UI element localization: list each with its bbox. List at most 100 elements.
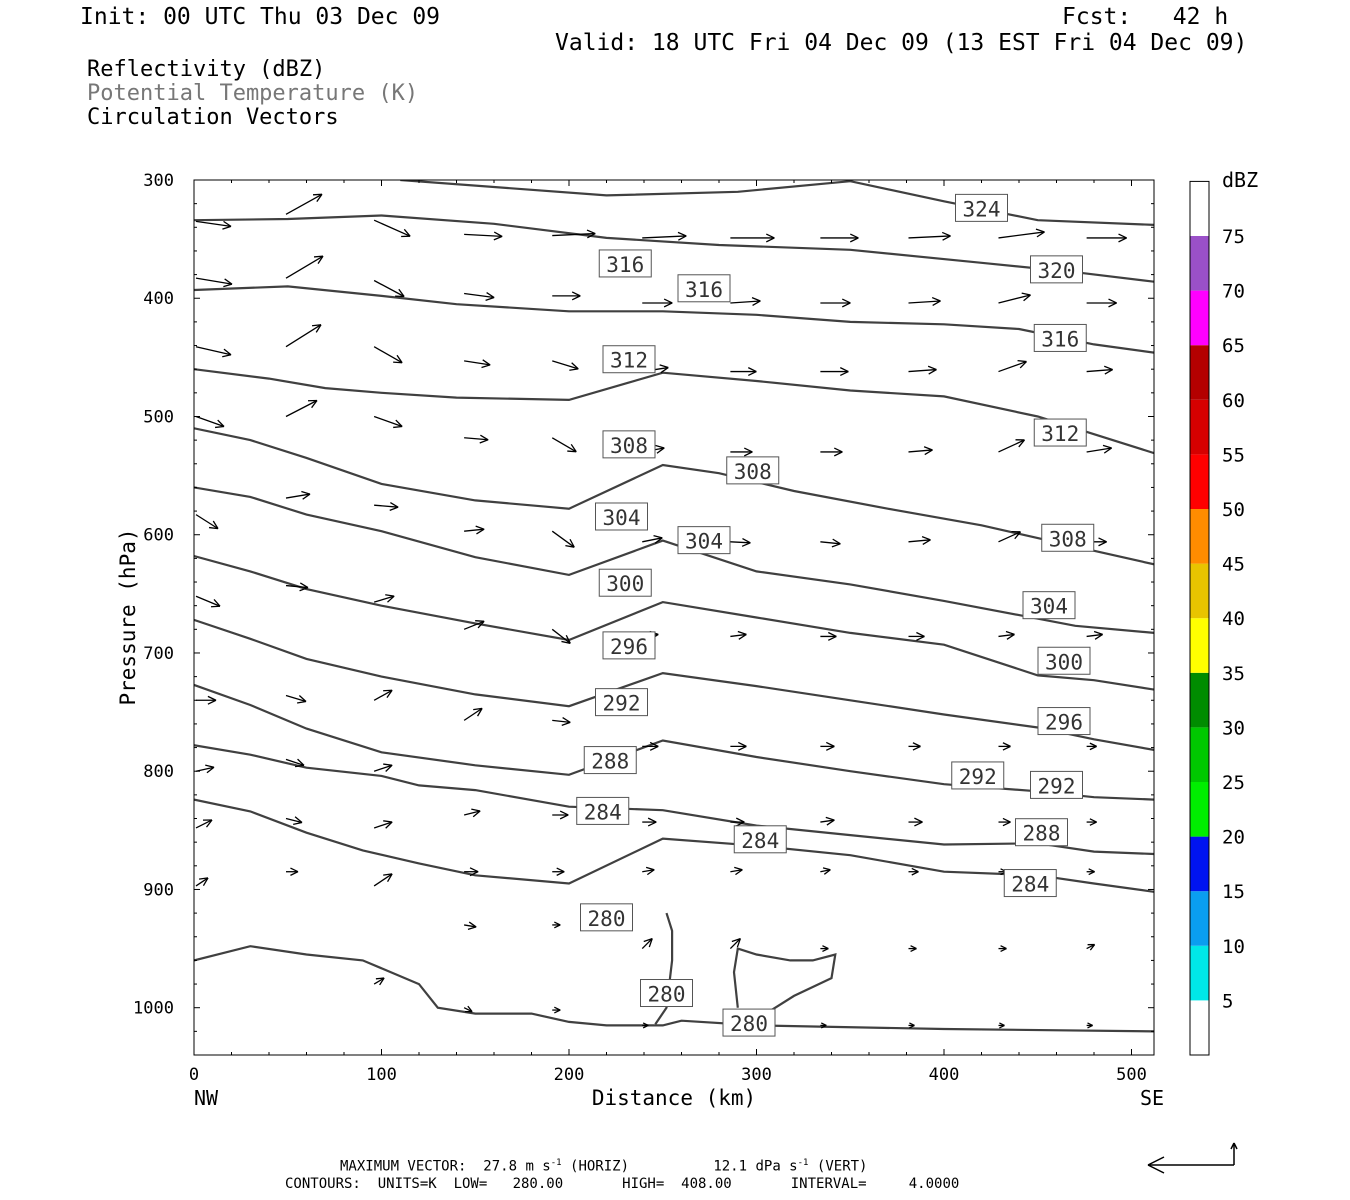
circulation-vector xyxy=(820,538,841,548)
circulation-vector xyxy=(285,582,309,592)
colorbar-tick-label: 30 xyxy=(1222,717,1245,739)
contour-label: 280 xyxy=(722,1008,776,1037)
contour-label: 320 xyxy=(1030,255,1083,284)
x-right-end-label: SE xyxy=(1140,1086,1164,1110)
max-vector-line: MAXIMUM VECTOR: 27.8 m s-1 (HORIZ) 12.1 … xyxy=(340,1159,867,1174)
svg-text:308: 308 xyxy=(734,460,772,484)
svg-text:304: 304 xyxy=(603,506,641,530)
circulation-vector xyxy=(642,817,657,827)
circulation-vector xyxy=(998,292,1031,304)
circulation-vector xyxy=(464,525,485,535)
contour-label: 280 xyxy=(580,903,633,932)
max-vert-tag: (VERT) xyxy=(816,1158,868,1175)
circulation-vector xyxy=(998,817,1011,827)
circulation-vector xyxy=(908,536,931,546)
circulation-vector xyxy=(1086,298,1117,308)
max-vector-label: MAXIMUM VECTOR: xyxy=(340,1158,467,1175)
circulation-vector xyxy=(552,229,596,239)
circulation-vector xyxy=(642,231,687,241)
circulation-vector xyxy=(285,399,318,418)
circulation-vector xyxy=(285,694,307,704)
circulation-vector xyxy=(463,620,485,630)
circulation-vector xyxy=(820,867,831,875)
circulation-vector xyxy=(285,816,303,825)
contour-label: 300 xyxy=(1037,646,1091,675)
colorbar-tick-label: 70 xyxy=(1222,281,1245,303)
contour-label: 304 xyxy=(595,502,648,531)
circulation-vector xyxy=(285,255,324,279)
isentrope-292 xyxy=(194,683,1154,801)
legend-potential-temperature: Potential Temperature (K) xyxy=(87,81,419,106)
circulation-vector xyxy=(373,873,393,887)
svg-text:288: 288 xyxy=(1023,822,1061,846)
init-time: Init: 00 UTC Thu 03 Dec 09 xyxy=(80,4,441,30)
svg-text:316: 316 xyxy=(1041,327,1079,351)
contour-label: 316 xyxy=(677,274,731,303)
circulation-vector xyxy=(373,219,411,238)
isentrope-280 xyxy=(194,945,1154,1033)
circulation-vector xyxy=(642,866,655,876)
contour-label: 296 xyxy=(1037,707,1091,736)
contour-label: 280 xyxy=(640,979,693,1008)
y-tick-label: 800 xyxy=(143,762,174,782)
contour-label-layer: 324 316 320 316 316 312 312 308 308 304 304 308 300 3… xyxy=(576,193,1095,1037)
contour-label: 316 xyxy=(1033,323,1087,352)
circulation-vector xyxy=(552,291,581,301)
circulation-vector xyxy=(464,292,495,301)
max-horiz-value: 27.8 m s xyxy=(483,1158,551,1175)
contour-label: 308 xyxy=(602,430,656,459)
isentrope-300 xyxy=(194,554,1154,691)
contour-label: 304 xyxy=(1022,591,1076,620)
circulation-vector xyxy=(730,630,747,640)
circulation-vector xyxy=(1086,630,1103,640)
colorbar-frame xyxy=(1189,180,1210,1056)
circulation-vector xyxy=(552,921,561,929)
circulation-vector xyxy=(464,921,477,930)
circulation-vector xyxy=(195,514,219,530)
svg-text:324: 324 xyxy=(963,197,1001,221)
svg-text:300: 300 xyxy=(606,572,644,596)
y-tick-label: 400 xyxy=(143,289,174,309)
max-vert-value: 12.1 dPa s xyxy=(713,1158,798,1175)
colorbar-tick-label: 40 xyxy=(1222,608,1245,630)
circulation-vector xyxy=(998,945,1007,953)
colorbar: 5 10 15 20 25 30 35 40 45 50 55 60 65 70 75 xyxy=(1189,180,1245,1056)
circulation-vector xyxy=(373,415,403,429)
max-horiz-tag: (HORIZ) xyxy=(570,1158,630,1175)
circulation-vector xyxy=(195,415,225,429)
circulation-vector xyxy=(195,877,209,887)
reference-vector-icon xyxy=(1147,1142,1238,1174)
contour-label: 300 xyxy=(598,568,652,597)
circulation-vector xyxy=(998,228,1045,239)
circulation-vector xyxy=(1086,868,1095,876)
contour-label: 284 xyxy=(733,825,787,854)
x-tick-label: 100 xyxy=(366,1065,397,1085)
x-axis-label: Distance (km) xyxy=(592,1086,756,1110)
circulation-vector xyxy=(373,689,393,701)
colorbar-tick-label: 10 xyxy=(1222,936,1245,958)
circulation-vector xyxy=(730,447,753,457)
circulation-vector xyxy=(285,193,323,215)
svg-text:280: 280 xyxy=(648,983,686,1007)
circulation-vector xyxy=(730,537,751,547)
contour-label: 312 xyxy=(602,345,656,374)
circulation-vector xyxy=(464,867,479,877)
circulation-vector xyxy=(552,810,569,820)
y-tick-label: 300 xyxy=(143,171,174,191)
circulation-vector xyxy=(463,707,483,721)
circulation-vector xyxy=(286,867,299,876)
x-tick-label: 400 xyxy=(929,1065,960,1085)
isentrope-layer xyxy=(194,180,1154,1033)
x-tick-label: 0 xyxy=(189,1065,199,1085)
svg-text:296: 296 xyxy=(610,635,648,659)
circulation-vector xyxy=(195,764,215,774)
contour-label: 308 xyxy=(1041,523,1095,552)
colorbar-swatch xyxy=(1190,782,1209,837)
contour-label: 296 xyxy=(602,631,656,660)
circulation-vector xyxy=(908,867,919,876)
circulation-vector xyxy=(820,298,851,308)
colorbar-tick-label: 75 xyxy=(1222,226,1245,248)
colorbar-unit-label: dBZ xyxy=(1222,168,1258,192)
colorbar-tick-label: 50 xyxy=(1222,499,1245,521)
